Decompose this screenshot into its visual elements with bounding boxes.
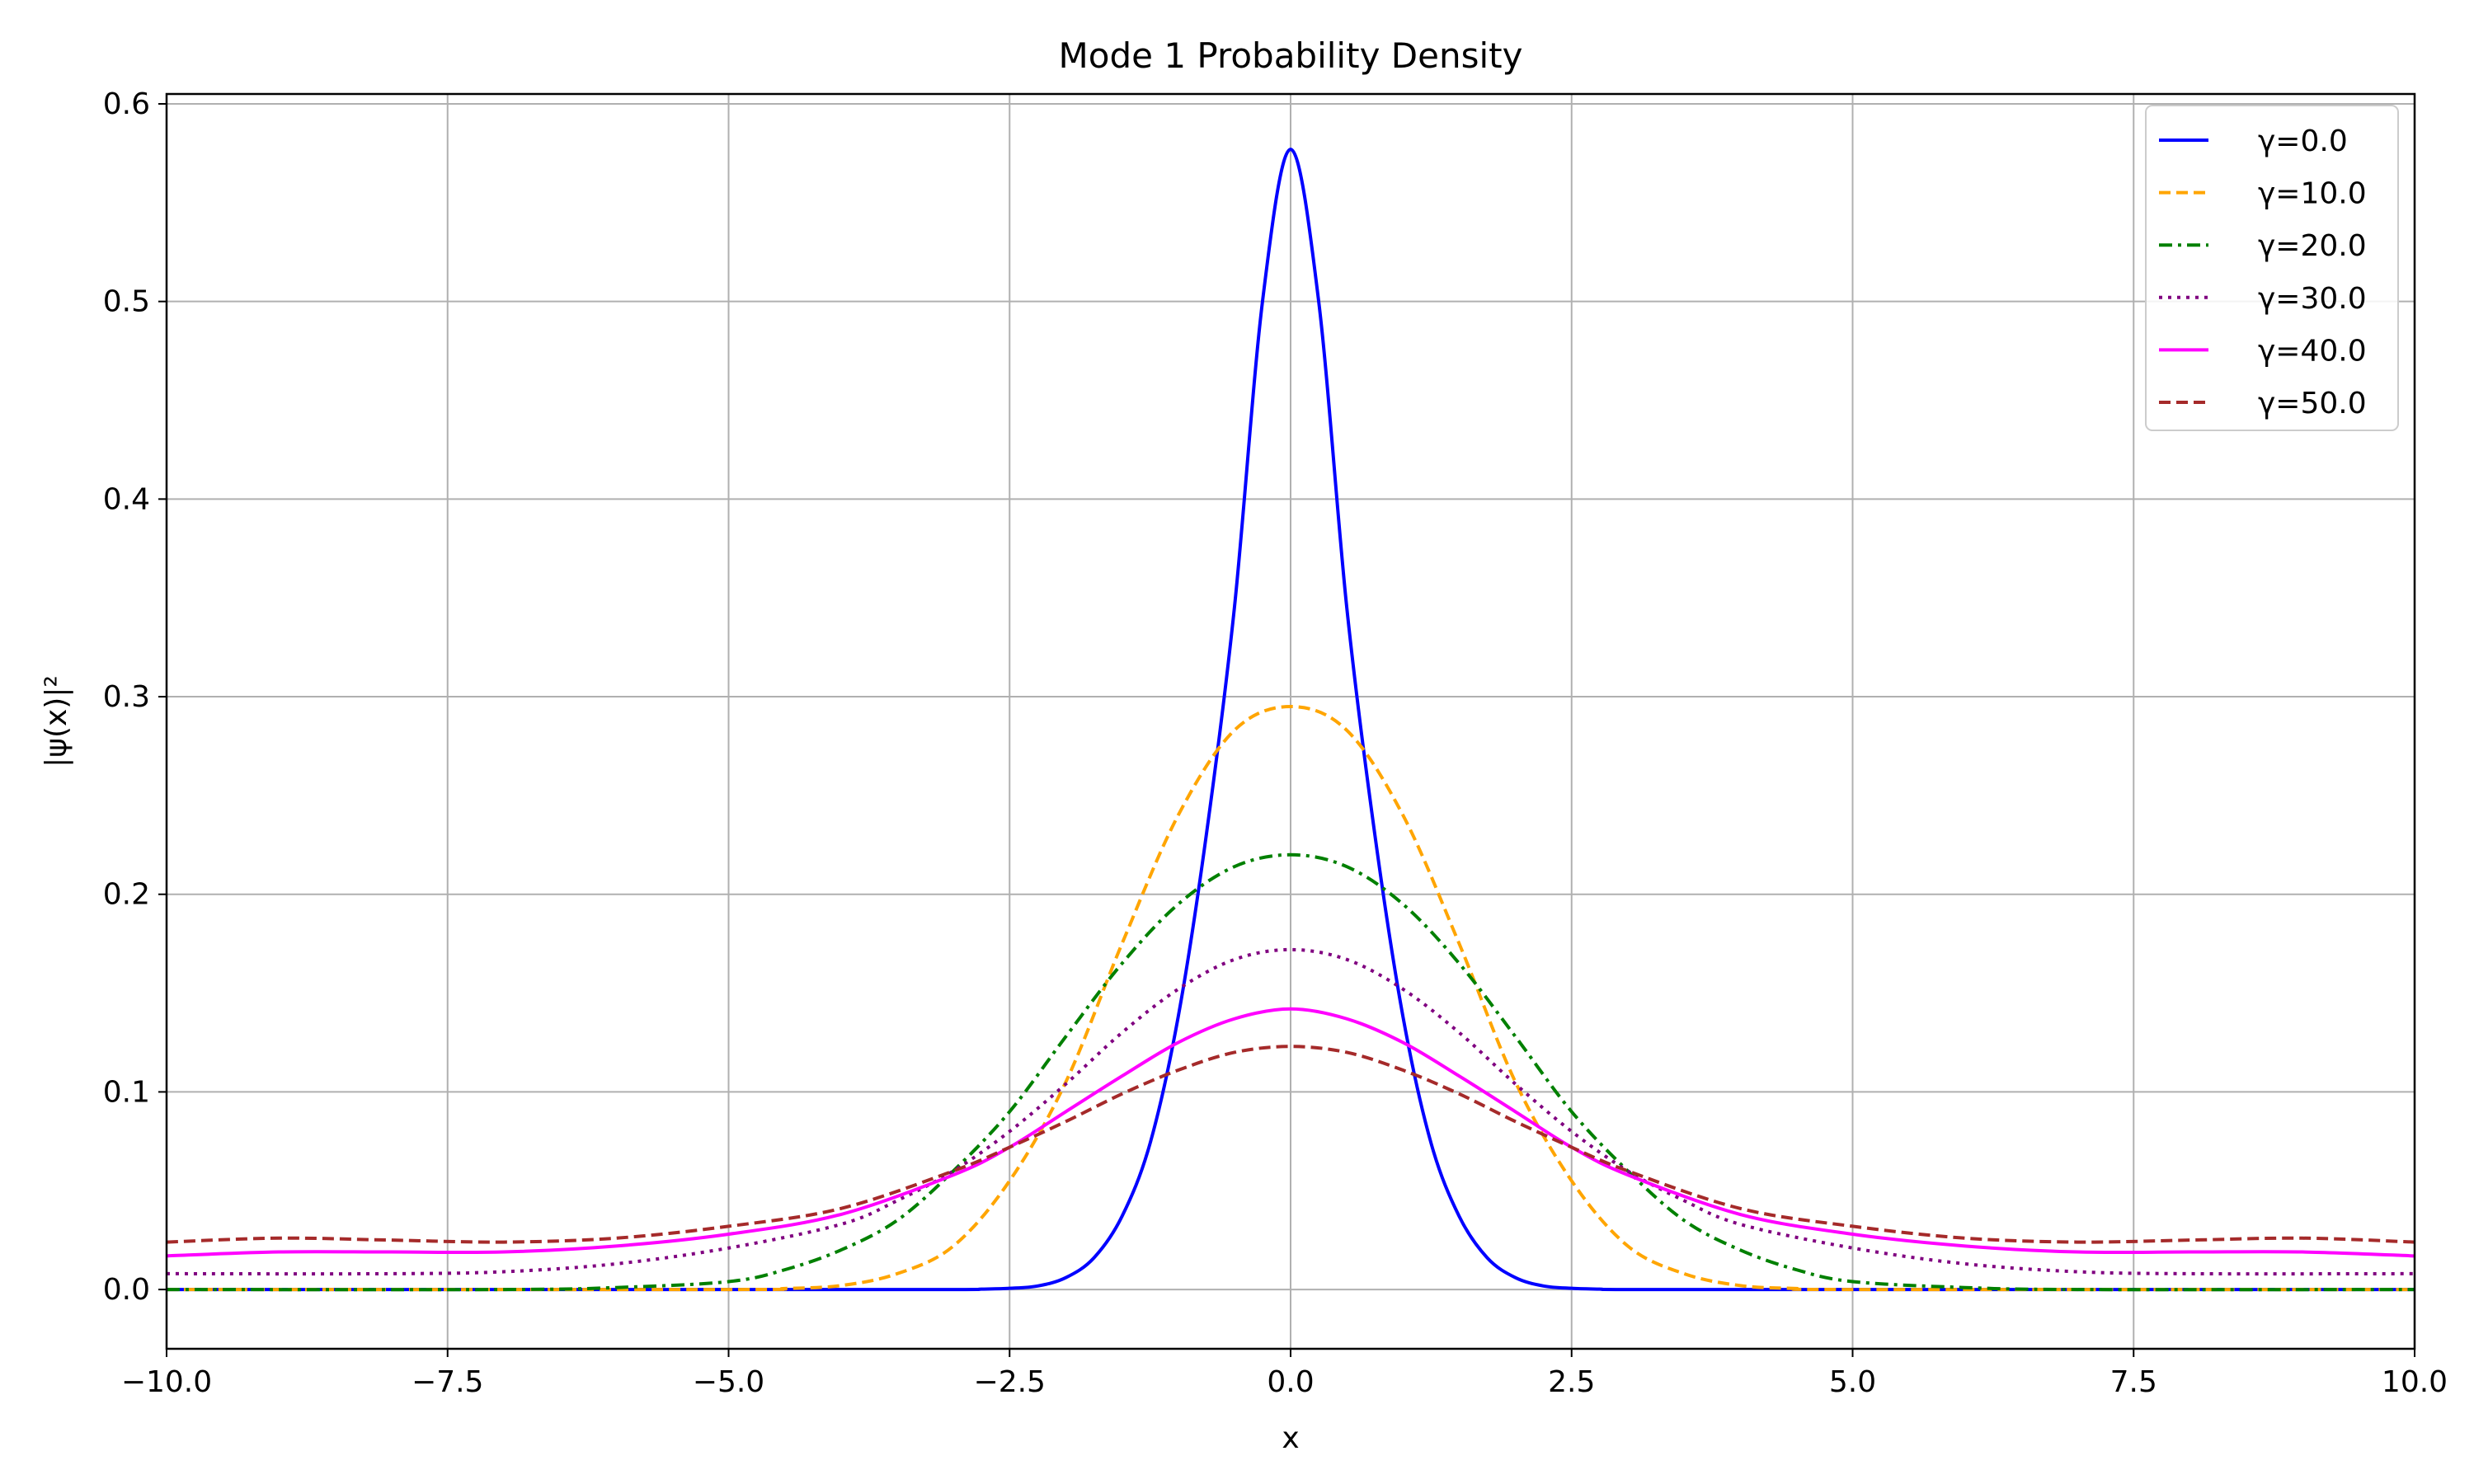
x-tick-label: −5.0: [693, 1365, 764, 1399]
legend-label-4: γ=40.0: [2258, 334, 2367, 368]
grid: [166, 94, 2415, 1349]
y-tick-label: 0.2: [103, 878, 150, 912]
y-tick-label: 0.3: [103, 680, 150, 714]
series-line-1: [167, 705, 2415, 1292]
series-line-4: [167, 1007, 2415, 1258]
series-lines: [167, 148, 2415, 1292]
x-tick-label: −7.5: [412, 1365, 483, 1399]
x-tick-label: 0.0: [1267, 1365, 1314, 1399]
series-line-0: [167, 148, 2415, 1292]
x-tick-label: 5.0: [1829, 1365, 1876, 1399]
y-tick-label: 0.6: [103, 87, 150, 121]
x-tick-label: 10.0: [2382, 1365, 2448, 1399]
legend-label-1: γ=10.0: [2258, 177, 2367, 211]
legend-label-3: γ=30.0: [2258, 282, 2367, 316]
legend-label-2: γ=20.0: [2258, 229, 2367, 263]
x-tick-label: 7.5: [2110, 1365, 2157, 1399]
legend-label-0: γ=0.0: [2258, 124, 2348, 158]
y-tick-label: 0.4: [103, 482, 150, 516]
axis-ticks: −10.0 −7.5 −5.0 −2.5 0.0 2.5 5.0 7.5 10.0 0.0 0.1 0…: [103, 87, 2448, 1399]
y-tick-label: 0.1: [103, 1075, 150, 1109]
y-tick-label: 0.5: [103, 285, 150, 319]
legend-label-5: γ=50.0: [2258, 387, 2367, 420]
y-axis-label: |ψ(x)|²: [40, 675, 73, 768]
series-line-2: [167, 852, 2415, 1292]
chart-title: Mode 1 Probability Density: [1059, 35, 1523, 76]
x-tick-label: 2.5: [1548, 1365, 1595, 1399]
y-tick-label: 0.0: [103, 1273, 150, 1307]
legend: γ=0.0 γ=10.0 γ=20.0 γ=30.0 γ=40.0 γ=50.0: [2145, 105, 2399, 431]
x-tick-label: −10.0: [121, 1365, 212, 1399]
legend-box: [2145, 105, 2399, 431]
x-axis-label: x: [1282, 1421, 1299, 1455]
x-tick-label: −2.5: [974, 1365, 1046, 1399]
